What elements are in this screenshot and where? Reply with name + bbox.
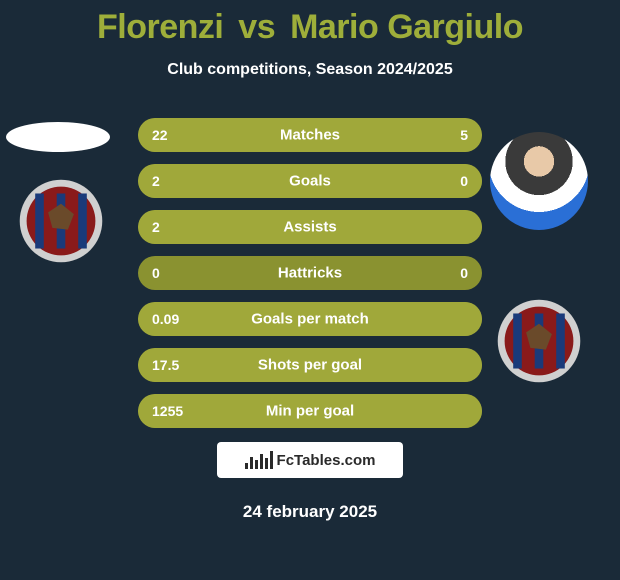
player2-club-badge: [496, 298, 582, 384]
stat-row: 0 Hattricks 0: [138, 256, 482, 290]
stat-label: Goals: [289, 173, 331, 190]
stat-value-left: 2: [152, 219, 160, 235]
stat-value-left: 17.5: [152, 357, 179, 373]
stat-row: 2 Assists: [138, 210, 482, 244]
player1-club-badge: [18, 178, 104, 264]
stat-row: 1255 Min per goal: [138, 394, 482, 428]
stat-value-left: 1255: [152, 403, 183, 419]
player2-avatar: [490, 132, 588, 230]
stat-value-left: 0: [152, 265, 160, 281]
stat-row: 0.09 Goals per match: [138, 302, 482, 336]
subtitle: Club competitions, Season 2024/2025: [0, 61, 620, 79]
stat-row: 17.5 Shots per goal: [138, 348, 482, 382]
stat-value-right: 0: [460, 265, 468, 281]
fctables-logo: FcTables.com: [217, 442, 403, 478]
logo-bars-icon: [245, 451, 273, 469]
stat-fill-right: [417, 118, 482, 152]
stat-row: 22 Matches 5: [138, 118, 482, 152]
stat-value-left: 22: [152, 127, 168, 143]
stat-value-right: 5: [460, 127, 468, 143]
stat-fill-left: [138, 118, 417, 152]
player1-avatar: [6, 122, 110, 152]
vs-label: vs: [238, 8, 275, 46]
stat-label: Shots per goal: [258, 357, 362, 374]
stat-label: Hattricks: [278, 265, 342, 282]
stat-value-left: 0.09: [152, 311, 179, 327]
logo-text: FcTables.com: [277, 452, 376, 469]
stats-container: 22 Matches 5 2 Goals 0 2 Assists 0 Hattricks 0 0.09…: [138, 118, 482, 440]
stat-row: 2 Goals 0: [138, 164, 482, 198]
stat-label: Goals per match: [251, 311, 369, 328]
stat-label: Matches: [280, 127, 340, 144]
stat-value-left: 2: [152, 173, 160, 189]
stat-label: Min per goal: [266, 403, 354, 420]
stat-value-right: 0: [460, 173, 468, 189]
player1-name: Florenzi: [97, 8, 223, 46]
footer-date: 24 february 2025: [243, 502, 377, 522]
stat-label: Assists: [283, 219, 336, 236]
comparison-title: Florenzi vs Mario Gargiulo: [0, 0, 620, 47]
player2-name: Mario Gargiulo: [290, 8, 523, 46]
